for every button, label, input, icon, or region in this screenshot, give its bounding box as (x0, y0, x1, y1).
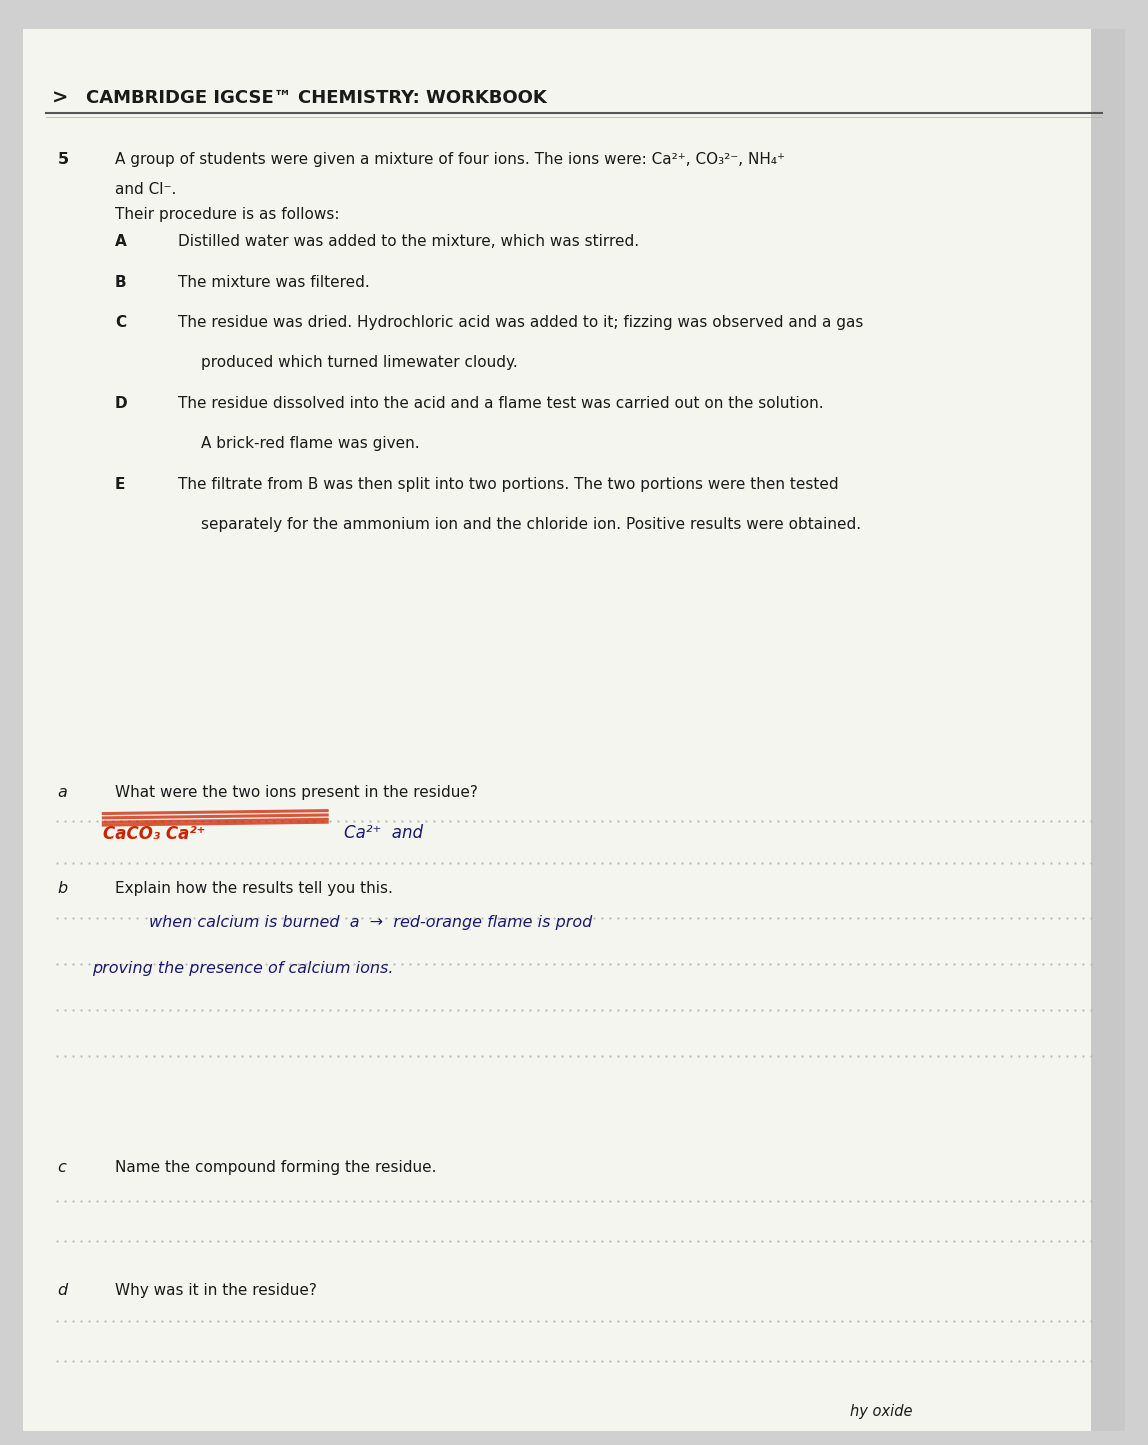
Text: E: E (115, 477, 125, 491)
Text: C: C (115, 315, 126, 329)
Text: >: > (52, 88, 68, 108)
Text: The mixture was filtered.: The mixture was filtered. (178, 275, 370, 289)
Text: proving the presence of calcium ions.: proving the presence of calcium ions. (92, 961, 394, 975)
Text: CaCO₃ Ca²⁺: CaCO₃ Ca²⁺ (103, 825, 205, 842)
Text: b: b (57, 881, 68, 896)
FancyBboxPatch shape (1091, 29, 1125, 1431)
Text: a: a (57, 785, 67, 799)
Text: hy oxide: hy oxide (850, 1405, 912, 1419)
Text: D: D (115, 396, 127, 410)
Text: The residue was dried. Hydrochloric acid was added to it; fizzing was observed a: The residue was dried. Hydrochloric acid… (178, 315, 863, 329)
Text: separately for the ammonium ion and the chloride ion. Positive results were obta: separately for the ammonium ion and the … (201, 517, 861, 532)
Text: Why was it in the residue?: Why was it in the residue? (115, 1283, 317, 1298)
Text: CAMBRIDGE IGCSE™ CHEMISTRY: WORKBOOK: CAMBRIDGE IGCSE™ CHEMISTRY: WORKBOOK (86, 90, 546, 107)
Text: A: A (115, 234, 126, 249)
Text: A group of students were given a mixture of four ions. The ions were: Ca²⁺, CO₃²: A group of students were given a mixture… (115, 152, 785, 166)
Text: d: d (57, 1283, 68, 1298)
Text: B: B (115, 275, 126, 289)
Text: The residue dissolved into the acid and a flame test was carried out on the solu: The residue dissolved into the acid and … (178, 396, 823, 410)
Text: and Cl⁻.: and Cl⁻. (115, 182, 176, 197)
FancyBboxPatch shape (23, 29, 1091, 1431)
Text: Their procedure is as follows:: Their procedure is as follows: (115, 207, 340, 221)
Text: when calcium is burned  a  →  red-orange flame is prod: when calcium is burned a → red-orange fl… (149, 915, 592, 929)
Text: produced which turned limewater cloudy.: produced which turned limewater cloudy. (201, 355, 518, 370)
Text: Distilled water was added to the mixture, which was stirred.: Distilled water was added to the mixture… (178, 234, 639, 249)
Text: 5: 5 (57, 152, 69, 166)
Text: Ca²⁺  and: Ca²⁺ and (344, 824, 424, 841)
Text: A brick-red flame was given.: A brick-red flame was given. (201, 436, 419, 451)
Text: Explain how the results tell you this.: Explain how the results tell you this. (115, 881, 393, 896)
Text: Name the compound forming the residue.: Name the compound forming the residue. (115, 1160, 436, 1175)
Text: The filtrate from B was then split into two portions. The two portions were then: The filtrate from B was then split into … (178, 477, 838, 491)
Text: What were the two ions present in the residue?: What were the two ions present in the re… (115, 785, 478, 799)
Text: c: c (57, 1160, 67, 1175)
